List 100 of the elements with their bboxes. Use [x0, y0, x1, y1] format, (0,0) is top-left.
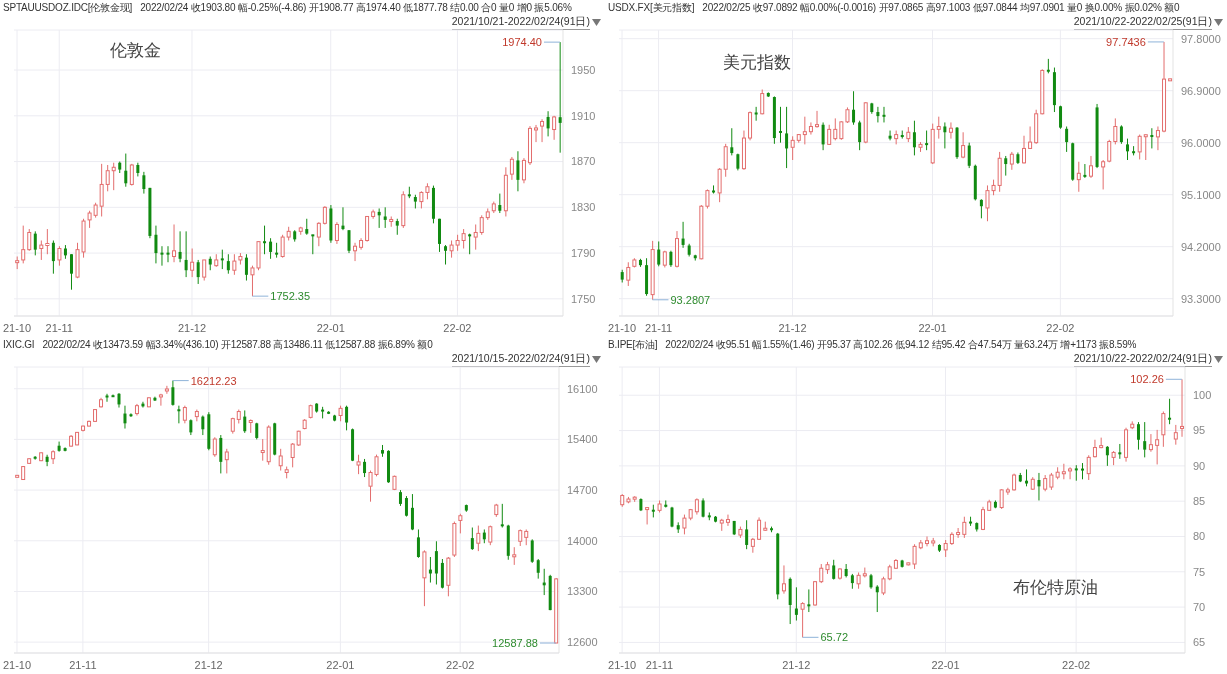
annotation: 1752.35: [270, 290, 311, 303]
annotation: 102.26: [1130, 373, 1164, 386]
y-tick-label: 96.9000: [1181, 84, 1221, 97]
annotation: 1974.40: [502, 36, 542, 49]
candlestick: [807, 588, 811, 613]
candlestick: [1076, 161, 1081, 193]
candlestick: [473, 223, 478, 251]
candlestick: [876, 106, 880, 123]
candlestick: [645, 507, 650, 525]
y-tick-label: 1950: [571, 63, 596, 76]
candlestick: [858, 120, 862, 151]
annotation: 美元指数: [723, 51, 791, 74]
candlestick: [1143, 421, 1147, 458]
x-tick-label: 22-01: [931, 658, 960, 671]
candlestick: [444, 244, 448, 266]
candlestick: [552, 115, 557, 141]
candlestick: [220, 249, 224, 270]
candlestick: [800, 601, 805, 638]
candlestick: [760, 89, 765, 115]
x-tick-label: 22-02: [443, 321, 472, 334]
candlestick: [201, 415, 205, 436]
chart-subtitle: 2022/02/24 收13473.59 幅3.34%(436.10) 开12587.88 高13486.11 低12587.88 振6.89% 额0: [42, 339, 433, 350]
x-tick-label: 21-10: [607, 321, 637, 334]
candlestick: [785, 106, 789, 169]
candlestick: [166, 245, 170, 263]
candlestick: [39, 240, 44, 261]
candlestick: [705, 188, 710, 210]
x-tick-label: 22-02: [1062, 658, 1091, 671]
candlestick: [142, 171, 146, 195]
candlestick: [177, 405, 181, 424]
candlestick: [224, 448, 229, 474]
y-tick-label: 13300: [567, 585, 598, 598]
candlestick: [657, 240, 661, 267]
candlestick: [260, 438, 265, 462]
y-tick-label: 95: [1193, 424, 1206, 437]
y-tick-label: 14000: [567, 534, 598, 547]
candlestick: [57, 441, 61, 453]
y-tick-label: 94.2000: [1181, 240, 1221, 253]
candlestick: [516, 150, 520, 192]
candlestick: [948, 121, 953, 140]
candlestick: [725, 514, 730, 527]
x-tick-label: 21-11: [45, 321, 73, 334]
candlestick: [1101, 159, 1106, 190]
y-tick-label: 80: [1193, 530, 1206, 543]
candlestick: [999, 488, 1004, 510]
candlestick: [794, 586, 798, 622]
candlestick: [316, 221, 321, 247]
candlestick: [832, 559, 836, 581]
candlestick: [509, 156, 514, 181]
chart-title: IXIC.GI: [3, 339, 35, 350]
candlestick: [278, 448, 283, 472]
candlestick: [123, 405, 127, 430]
candlestick: [1180, 378, 1185, 438]
candlestick: [111, 162, 116, 191]
candlestick: [226, 253, 230, 275]
candlestick: [1065, 125, 1069, 153]
candlestick: [164, 385, 169, 395]
candlestick: [172, 223, 177, 263]
y-tick-label: 100: [1193, 389, 1212, 402]
candlestick: [682, 514, 687, 535]
candlestick: [1150, 127, 1154, 149]
y-tick-label: 14700: [567, 483, 598, 496]
candlestick: [1022, 135, 1027, 164]
y-tick-label: 97.8000: [1181, 32, 1221, 45]
candlestick: [383, 206, 387, 229]
candlestick: [821, 121, 825, 151]
y-tick-label: 15400: [567, 433, 598, 446]
candlestick: [1137, 134, 1142, 160]
chart-subtitle: 2022/02/25 收97.0892 幅0.00%(-0.0016) 开97.0865 高97.1003 低97.0844 均97.0901 量0 换0.00% 振0.02% 额0: [702, 2, 1180, 13]
candlestick: [961, 131, 966, 159]
candlestick: [33, 230, 37, 256]
candlestick: [154, 225, 158, 264]
candlestick: [21, 225, 26, 264]
text: 2021/10/22-2022/02/24(91日): [1073, 352, 1212, 367]
candlestick: [936, 116, 941, 140]
candlestick: [99, 163, 104, 217]
y-tick-label: 65: [1193, 636, 1206, 649]
candlestick: [1068, 466, 1073, 480]
candlestick: [1168, 398, 1172, 425]
candlestick: [476, 525, 481, 552]
candlestick: [956, 527, 961, 539]
candlestick: [1083, 163, 1087, 179]
y-tick-label: 70: [1193, 601, 1206, 613]
candlestick: [808, 121, 813, 136]
candlestick: [962, 516, 967, 539]
x-tick-label: 22-01: [326, 658, 355, 671]
x-tick-label: 21-12: [194, 658, 223, 671]
candlestick: [912, 120, 916, 156]
chart-subtitle: 2022/02/24 收95.51 幅1.55%(1.46) 开95.37 高102.26 低94.12 结95.42 合47.54万 量63.24万 增+1173 振8.59%: [665, 339, 1137, 350]
text: 2021/10/15-2022/02/24(91日): [451, 352, 590, 367]
candlestick: [1113, 117, 1118, 145]
candlestick: [356, 454, 361, 475]
candlestick: [196, 259, 200, 285]
candlestick: [1004, 155, 1008, 177]
x-tick-label: 21-12: [177, 321, 207, 334]
candlestick: [178, 230, 182, 263]
candlestick: [881, 576, 886, 596]
x-tick-label: 21-10: [2, 658, 32, 671]
text: 2021/10/21-2022/02/24(91日): [451, 15, 590, 30]
candlestick: [1037, 472, 1041, 501]
